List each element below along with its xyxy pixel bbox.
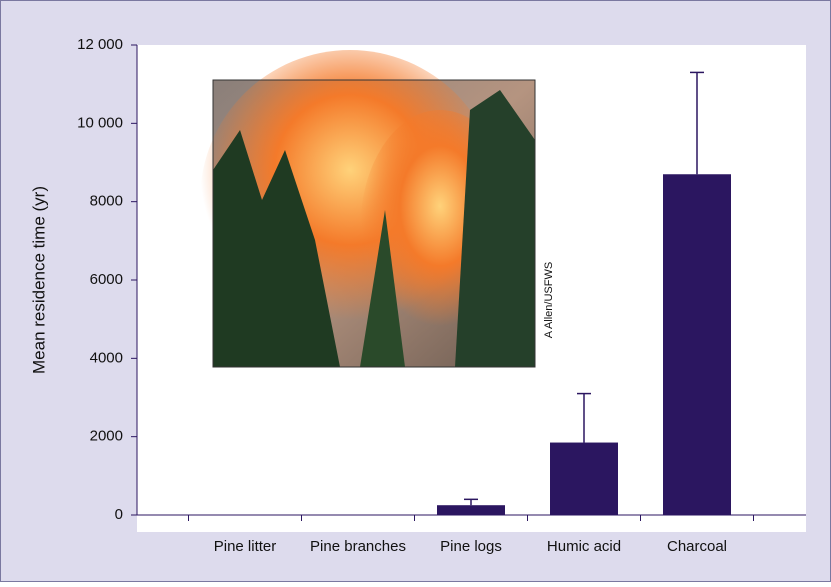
- y-tick-label: 0: [115, 506, 123, 523]
- bar: [437, 505, 505, 515]
- x-tick-label: Charcoal: [667, 538, 727, 555]
- x-tick-label: Humic acid: [547, 538, 621, 555]
- y-tick-label: 8000: [90, 193, 123, 210]
- y-axis-label: Mean residence time (yr): [29, 186, 48, 374]
- y-tick-label: 4000: [90, 349, 123, 366]
- bar: [663, 174, 731, 515]
- x-tick-label: Pine logs: [440, 538, 502, 555]
- y-tick-label: 2000: [90, 428, 123, 445]
- photo-credit: A Allen/USFWS: [543, 262, 555, 338]
- y-tick-label: 6000: [90, 271, 123, 288]
- page: A Allen/USFWS Mean residence time (yr) 0…: [0, 0, 831, 587]
- bar: [550, 443, 618, 515]
- chart: A Allen/USFWS Mean residence time (yr) 0…: [0, 0, 831, 582]
- x-tick-label: Pine litter: [214, 538, 277, 555]
- x-tick-label: Pine branches: [310, 538, 406, 555]
- y-tick-label: 10 000: [77, 114, 123, 131]
- photo: [200, 50, 535, 367]
- y-tick-label: 12 000: [77, 36, 123, 53]
